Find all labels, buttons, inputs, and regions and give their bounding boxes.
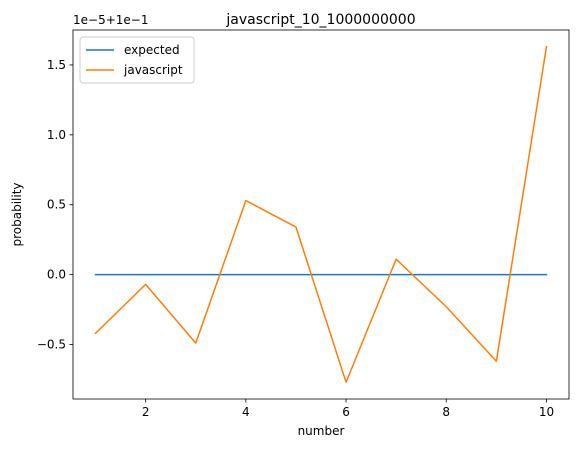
x-axis-label: number [298, 424, 345, 438]
y-tick-label: −0.5 [37, 337, 66, 351]
legend-box [79, 36, 195, 84]
plot-frame [72, 29, 570, 400]
chart-title: javascript_10_1000000000 [225, 12, 415, 28]
y-axis-offset-text: 1e−5+1e−1 [73, 13, 148, 27]
y-tick-label: 1.5 [47, 58, 66, 72]
x-tick-label: 4 [242, 405, 250, 419]
legend-label-expected: expected [124, 43, 180, 57]
x-axis-ticks: 2 4 6 8 10 [142, 399, 554, 419]
legend: expected javascript [79, 36, 195, 84]
y-axis-ticks: −0.5 0.0 0.5 1.0 1.5 [37, 58, 73, 351]
y-tick-label: 0.5 [47, 198, 66, 212]
series-line-javascript [94, 45, 548, 383]
y-tick-label: 1.0 [47, 128, 66, 142]
y-tick-label: 0.0 [47, 268, 66, 282]
x-tick-label: 10 [539, 405, 554, 419]
plot-lines [94, 45, 548, 383]
y-axis-label: probability [10, 182, 24, 246]
x-tick-label: 8 [442, 405, 450, 419]
legend-label-javascript: javascript [123, 63, 183, 77]
x-tick-label: 2 [142, 405, 150, 419]
x-tick-label: 6 [342, 405, 350, 419]
